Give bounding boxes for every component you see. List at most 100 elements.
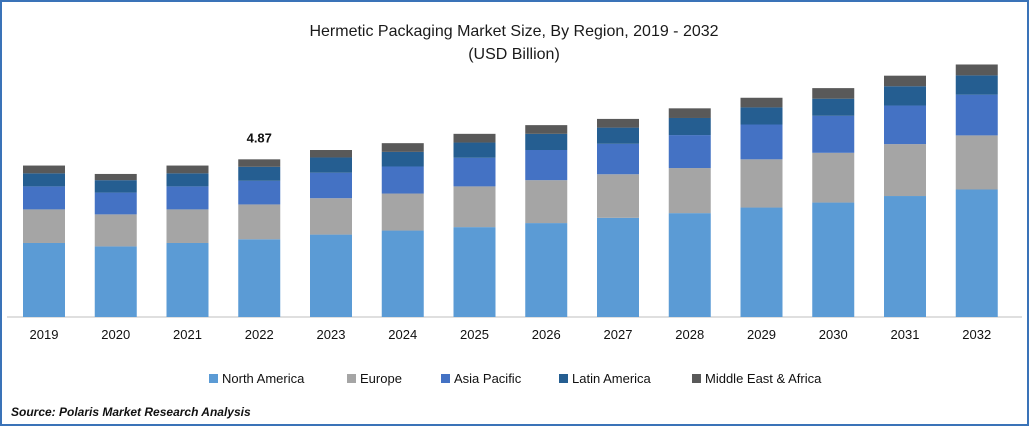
bar-latin-america-2020: [94, 180, 137, 193]
bar-europe-2024: [381, 193, 424, 231]
bar-north-america-2020: [94, 246, 137, 317]
bar-europe-2027: [597, 174, 639, 218]
bar-latin-america-2022: [238, 166, 281, 181]
bar-middle-east-africa-2021: [166, 165, 209, 174]
bar-north-america-2030: [812, 202, 855, 317]
bar-europe-2026: [525, 180, 568, 224]
bar-middle-east-africa-2020: [94, 173, 137, 181]
legend-swatch: [441, 374, 450, 383]
bar-middle-east-africa-2032: [955, 64, 998, 76]
bars-group: [23, 64, 998, 317]
bar-europe-2021: [166, 209, 209, 243]
bar-middle-east-africa-2031: [884, 75, 926, 87]
bar-north-america-2027: [597, 217, 639, 317]
x-tick-label: 2028: [675, 327, 704, 342]
legend-label: Asia Pacific: [454, 371, 522, 386]
bar-europe-2020: [94, 214, 137, 247]
bar-asia-pacific-2022: [238, 180, 281, 205]
bar-latin-america-2024: [381, 151, 424, 167]
bar-middle-east-africa-2028: [668, 108, 711, 118]
bar-middle-east-africa-2029: [740, 97, 783, 108]
legend-label: Latin America: [572, 371, 652, 386]
bar-asia-pacific-2023: [310, 172, 352, 199]
bar-latin-america-2027: [597, 127, 639, 144]
bar-asia-pacific-2032: [955, 94, 998, 136]
bar-middle-east-africa-2023: [310, 150, 352, 158]
bar-latin-america-2032: [955, 75, 998, 95]
bar-north-america-2021: [166, 242, 209, 317]
x-tick-label: 2023: [317, 327, 346, 342]
bar-middle-east-africa-2024: [381, 143, 424, 152]
bar-latin-america-2025: [453, 142, 496, 158]
chart-title: Hermetic Packaging Market Size, By Regio…: [309, 23, 718, 40]
x-tick-label: 2021: [173, 327, 202, 342]
bar-north-america-2024: [381, 230, 424, 317]
x-tick-label: 2025: [460, 327, 489, 342]
bar-asia-pacific-2028: [668, 135, 711, 169]
bar-north-america-2026: [525, 223, 568, 317]
bar-europe-2031: [884, 144, 926, 197]
bar-asia-pacific-2029: [740, 124, 783, 160]
bar-middle-east-africa-2026: [525, 125, 568, 134]
bar-middle-east-africa-2027: [597, 118, 639, 128]
bar-north-america-2031: [884, 196, 926, 317]
bar-europe-2030: [812, 152, 855, 203]
x-tick-label: 2031: [891, 327, 920, 342]
bar-asia-pacific-2021: [166, 186, 209, 210]
bar-latin-america-2029: [740, 107, 783, 125]
bar-asia-pacific-2020: [94, 192, 137, 215]
bar-europe-2025: [453, 186, 496, 228]
legend-label: North America: [222, 371, 305, 386]
x-tick-label: 2026: [532, 327, 561, 342]
bar-asia-pacific-2024: [381, 166, 424, 194]
bar-latin-america-2026: [525, 133, 568, 151]
legend-swatch: [692, 374, 701, 383]
bar-europe-2023: [310, 198, 352, 235]
bar-middle-east-africa-2022: [238, 159, 281, 167]
x-tick-labels: 2019 2020 2021 2022 2023 2024 2025 2026 2027 2028…: [30, 327, 992, 342]
bar-europe-2029: [740, 159, 783, 208]
bar-north-america-2019: [23, 242, 65, 317]
bar-asia-pacific-2019: [23, 186, 65, 210]
data-label: 4.87: [247, 130, 272, 145]
x-tick-label: 2020: [101, 327, 130, 342]
bar-latin-america-2030: [812, 98, 855, 116]
x-tick-label: 2032: [962, 327, 991, 342]
bar-latin-america-2021: [166, 173, 209, 187]
legend-swatch: [559, 374, 568, 383]
source-note: Source: Polaris Market Research Analysis: [11, 405, 251, 419]
legend-swatch: [347, 374, 356, 383]
x-tick-label: 2022: [245, 327, 274, 342]
legend: North America Europe Asia Pacific Latin Ame…: [209, 371, 822, 386]
bar-asia-pacific-2027: [597, 143, 639, 175]
bar-latin-america-2031: [884, 86, 926, 106]
bar-north-america-2022: [238, 239, 281, 317]
bar-europe-2019: [23, 209, 65, 243]
data-labels: 4.87: [247, 130, 272, 145]
bar-asia-pacific-2026: [525, 150, 568, 181]
legend-swatch: [209, 374, 218, 383]
bar-middle-east-africa-2019: [23, 165, 65, 174]
bar-europe-2022: [238, 204, 281, 240]
bar-asia-pacific-2025: [453, 157, 496, 187]
bar-europe-2032: [955, 135, 998, 190]
bar-north-america-2023: [310, 234, 352, 317]
legend-label: Europe: [360, 371, 402, 386]
bar-middle-east-africa-2030: [812, 88, 855, 99]
x-tick-label: 2024: [388, 327, 417, 342]
bar-latin-america-2023: [310, 157, 352, 173]
bar-north-america-2029: [740, 207, 783, 317]
bar-europe-2028: [668, 168, 711, 214]
legend-label: Middle East & Africa: [705, 371, 822, 386]
bar-north-america-2032: [955, 189, 998, 317]
bar-asia-pacific-2030: [812, 115, 855, 153]
bar-middle-east-africa-2025: [453, 133, 496, 143]
bar-latin-america-2019: [23, 173, 65, 187]
bar-asia-pacific-2031: [884, 105, 926, 145]
bar-latin-america-2028: [668, 117, 711, 136]
x-tick-label: 2019: [30, 327, 59, 342]
bar-north-america-2025: [453, 227, 496, 317]
bar-north-america-2028: [668, 213, 711, 317]
